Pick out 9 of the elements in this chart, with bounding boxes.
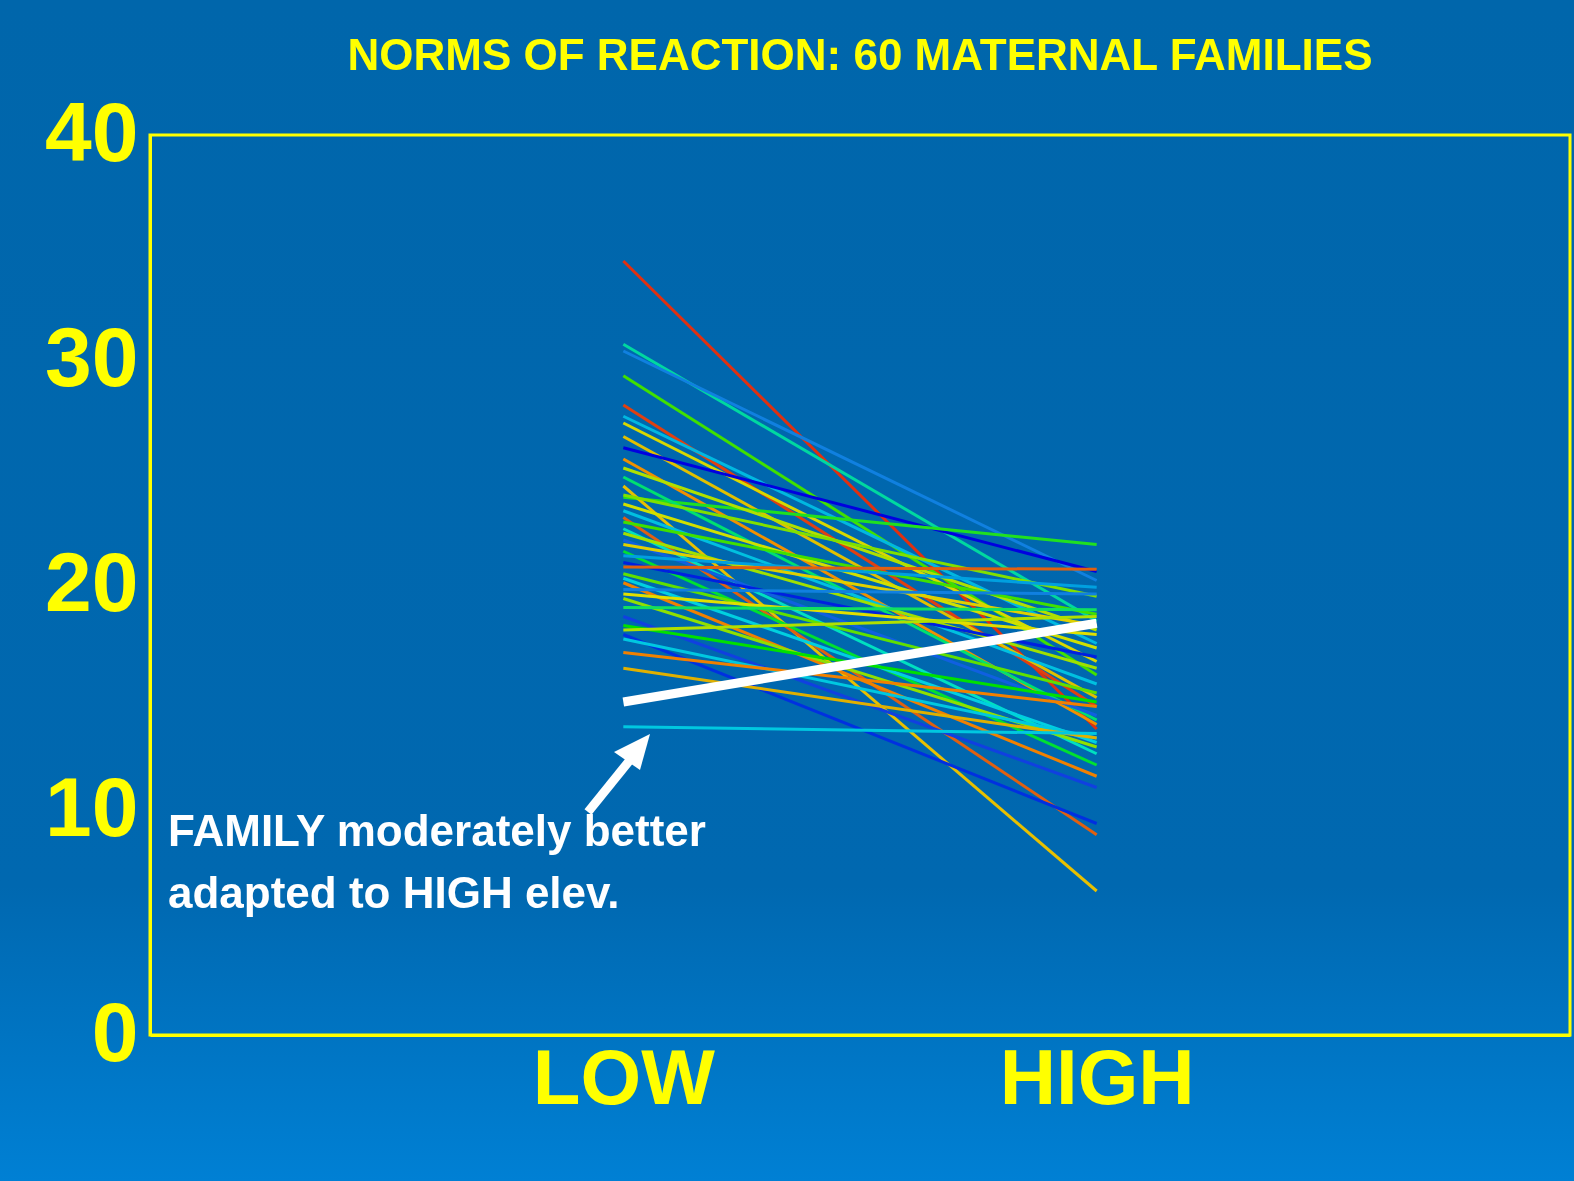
x-tick-label: LOW (532, 1032, 716, 1121)
y-tick-label: 10 (45, 759, 139, 854)
y-tick-label: 30 (45, 309, 139, 404)
y-tick-label: 40 (45, 84, 139, 179)
chart-title: NORMS OF REACTION: 60 MATERNAL FAMILIES (347, 30, 1373, 79)
x-tick-label: HIGH (999, 1032, 1195, 1121)
y-tick-label: 20 (45, 534, 139, 629)
annotation: FAMILY moderately better adapted to HIGH elev. (168, 805, 707, 919)
y-tick-label: 0 (91, 984, 139, 1079)
